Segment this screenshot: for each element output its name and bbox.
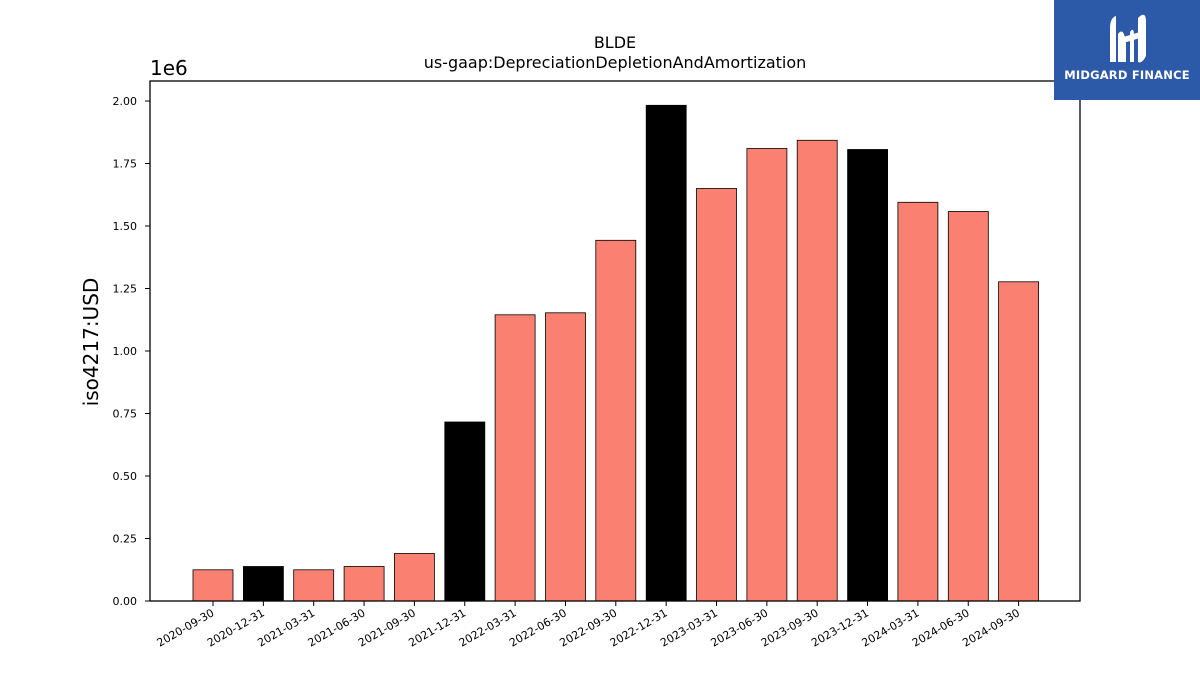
bar-2024-09-30 xyxy=(998,281,1039,602)
bar-2022-12-31 xyxy=(645,104,687,602)
bar-2021-12-31 xyxy=(444,421,486,602)
y-axis-label: iso4217:USD xyxy=(79,278,103,407)
y-tick-label: 0.25 xyxy=(113,533,138,546)
bar-2021-09-30 xyxy=(393,553,435,602)
bar-2022-03-31 xyxy=(494,314,536,602)
bar-2024-03-31 xyxy=(897,201,939,602)
y-tick-label: 1.25 xyxy=(113,283,138,296)
bar-2022-06-30 xyxy=(545,312,586,602)
midgard-finance-logo: MIDGARD FINANCE xyxy=(1054,0,1200,100)
logo-text: MIDGARD FINANCE xyxy=(1064,68,1190,82)
bar-2020-09-30 xyxy=(192,569,234,602)
y-tick-label: 0.00 xyxy=(113,595,138,608)
plot-frame xyxy=(149,80,1081,602)
chart-title: BLDE xyxy=(594,33,636,52)
bar-2023-09-30 xyxy=(796,139,838,602)
y-tick-label: 0.75 xyxy=(113,408,138,421)
y-ticks: 0.00 0.25 0.50 0.75 1.00 1.25 1.50 1.75 2.00 xyxy=(113,95,150,608)
x-ticks: 2020-09-302020-12-312021-03-312021-06-30… xyxy=(155,601,1022,650)
midgard-logo-icon xyxy=(1110,14,1146,63)
y-offset-label: 1e6 xyxy=(150,56,188,80)
bar-2021-03-31 xyxy=(293,569,335,602)
y-tick-label: 1.50 xyxy=(113,220,138,233)
y-tick-label: 2.00 xyxy=(113,95,138,108)
bar-2024-06-30 xyxy=(947,211,989,602)
bar-2021-06-30 xyxy=(343,566,385,602)
bar-2022-09-30 xyxy=(595,239,637,602)
x-tick-label: 2024-09-30 xyxy=(960,606,1022,649)
y-tick-label: 1.75 xyxy=(113,158,138,171)
bar-2023-06-30 xyxy=(746,148,788,602)
bar-2023-12-31 xyxy=(847,149,888,602)
y-tick-label: 1.00 xyxy=(113,345,138,358)
bar-2020-12-31 xyxy=(242,566,284,602)
bar-2023-03-31 xyxy=(696,188,737,602)
y-tick-label: 0.50 xyxy=(113,470,138,483)
chart-subtitle: us-gaap:DepreciationDepletionAndAmortiza… xyxy=(424,53,807,72)
bars xyxy=(192,104,1039,602)
